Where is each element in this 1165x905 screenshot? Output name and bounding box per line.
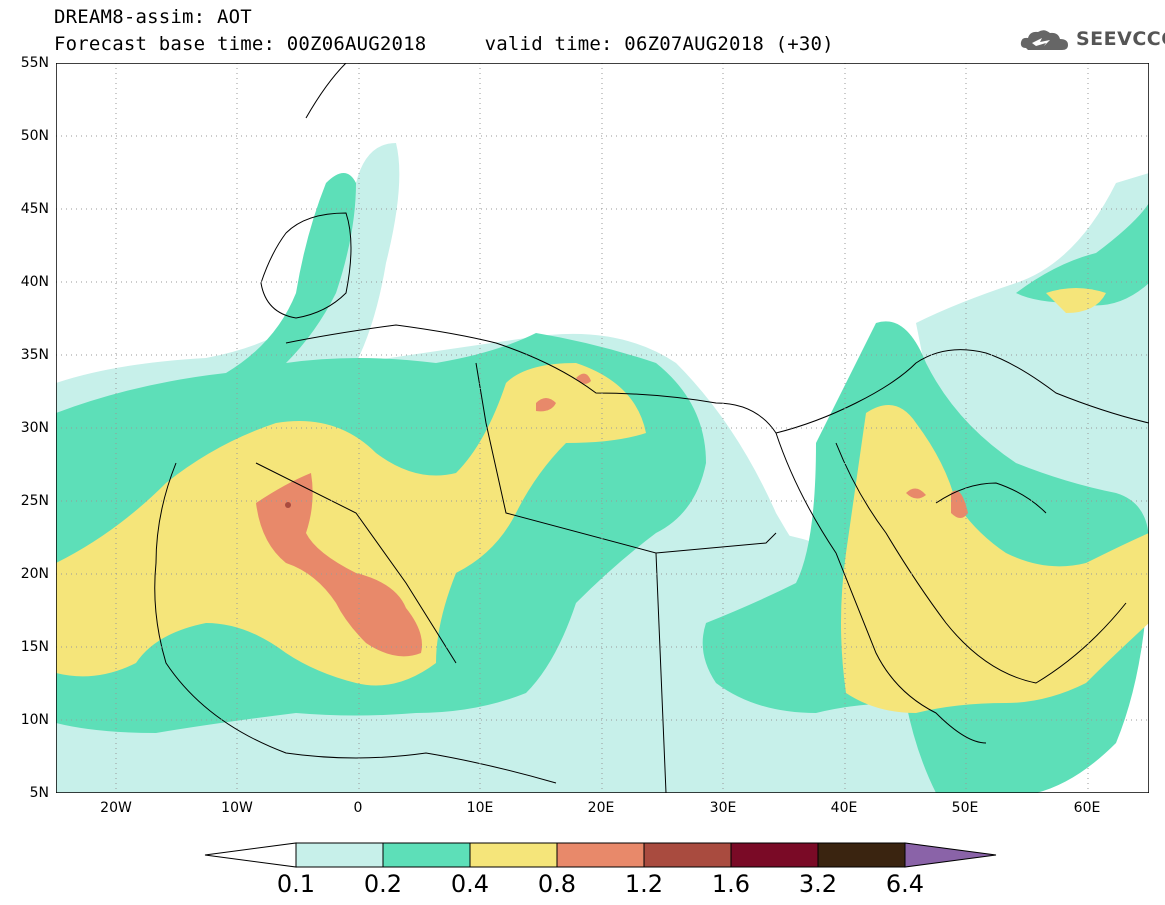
- lat-label-50n: 50N: [20, 128, 49, 144]
- lat-label-5n: 5N: [29, 785, 49, 801]
- forecast-times: Forecast base time: 00Z06AUG2018 valid t…: [54, 33, 834, 55]
- aot-level-0-4: [56, 288, 1149, 713]
- lat-label-30n: 30N: [20, 420, 49, 436]
- logo-text: SEEVCCC: [1076, 28, 1165, 50]
- lat-label-45n: 45N: [20, 201, 49, 217]
- coastlines: [56, 63, 1149, 793]
- legend-under-arrow: [204, 842, 297, 868]
- legend-swatch-4: [643, 842, 732, 868]
- seevccc-logo: SEEVCCC: [1018, 26, 1165, 56]
- lon-label-30e: 30E: [709, 800, 737, 816]
- legend-label-0-2: 0.2: [363, 870, 403, 898]
- lat-label-10n: 10N: [20, 712, 49, 728]
- legend-label-0-8: 0.8: [537, 870, 577, 898]
- map-title: DREAM8-assim: AOT: [54, 6, 252, 28]
- lon-label-40e: 40E: [830, 800, 858, 816]
- aot-map: [56, 63, 1149, 793]
- legend-label-0-4: 0.4: [450, 870, 490, 898]
- lon-label-20e: 20E: [587, 800, 615, 816]
- lon-label-60e: 60E: [1073, 800, 1101, 816]
- lat-label-35n: 35N: [20, 347, 49, 363]
- color-legend: [204, 842, 997, 868]
- aot-level-0-8: [256, 373, 968, 657]
- lon-label-10e: 10E: [466, 800, 494, 816]
- graticule: [56, 63, 1149, 793]
- lon-label-20w: 20W: [100, 800, 132, 816]
- legend-label-3-2: 3.2: [798, 870, 838, 898]
- lat-label-20n: 20N: [20, 566, 49, 582]
- aot-level-1-2: [285, 502, 291, 508]
- lon-label-50e: 50E: [951, 800, 979, 816]
- legend-swatch-1: [382, 842, 471, 868]
- lat-label-55n: 55N: [20, 55, 49, 71]
- lon-label-10w: 10W: [221, 800, 253, 816]
- legend-swatch-0: [295, 842, 384, 868]
- legend-label-1-2: 1.2: [624, 870, 664, 898]
- legend-label-0-1: 0.1: [276, 870, 316, 898]
- legend-swatch-2: [469, 842, 558, 868]
- legend-over-arrow: [904, 842, 997, 868]
- cloud-logo-icon: [1020, 30, 1068, 50]
- lat-label-25n: 25N: [20, 493, 49, 509]
- legend-label-6-4: 6.4: [885, 870, 925, 898]
- legend-swatch-6: [817, 842, 906, 868]
- lon-label-0: 0: [353, 800, 363, 816]
- lat-label-15n: 15N: [20, 639, 49, 655]
- lat-label-40n: 40N: [20, 274, 49, 290]
- legend-label-1-6: 1.6: [711, 870, 751, 898]
- legend-swatch-5: [730, 842, 819, 868]
- legend-swatch-3: [556, 842, 645, 868]
